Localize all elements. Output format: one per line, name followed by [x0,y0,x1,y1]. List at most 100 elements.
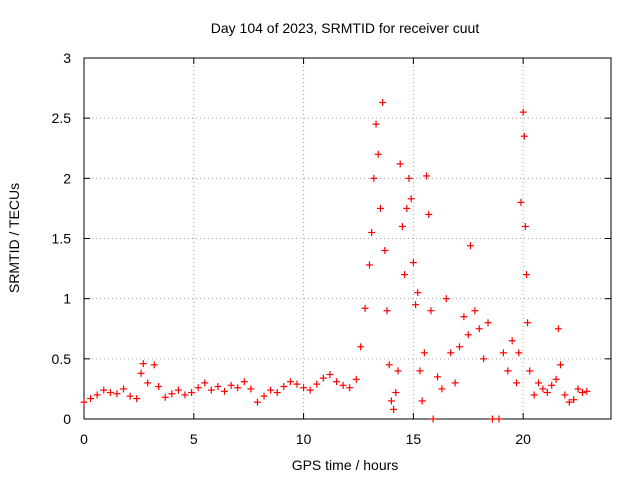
data-point [293,380,301,388]
data-point [227,381,235,389]
data-point [352,375,360,383]
y-tick-label: 0 [63,411,71,427]
data-point [150,361,158,369]
data-point [455,343,463,351]
data-point [240,378,248,386]
data-point [181,391,189,399]
data-point [80,398,88,406]
data-point [519,108,527,116]
data-point [484,319,492,327]
y-tick-label: 1.5 [52,231,72,247]
data-point [423,172,431,180]
data-point [554,325,562,333]
data-point [376,204,384,212]
data-point [201,379,209,387]
data-point [543,389,551,397]
data-point [412,301,420,309]
data-point [120,385,128,393]
y-tick-label: 1 [63,291,71,307]
data-point [438,385,446,393]
data-point [520,132,528,140]
data-point [260,392,268,400]
data-point [333,378,341,386]
data-point [273,389,281,397]
y-tick-label: 2 [63,170,71,186]
data-point [396,160,404,168]
data-point [221,387,229,395]
data-point [420,349,428,357]
data-point [495,415,503,423]
data-point [556,361,564,369]
data-point [504,367,512,375]
data-point [300,384,308,392]
data-points [80,99,591,423]
data-point [539,385,547,393]
data-point [464,331,472,339]
data-point [418,397,426,405]
y-tick-label: 3 [63,50,71,66]
data-point [407,195,415,203]
data-point [425,210,433,218]
data-point [447,349,455,357]
data-point [155,383,163,391]
data-point [319,374,327,382]
data-point [583,387,591,395]
data-point [574,385,582,393]
data-point [365,261,373,269]
data-point [286,378,294,386]
data-point [370,174,378,182]
data-point [234,384,242,392]
y-tick-label: 0.5 [52,351,72,367]
data-point [530,391,538,399]
data-point [161,393,169,401]
data-point [385,361,393,369]
data-point [100,386,108,394]
axis-tick-labels: 0 5 10 15 20 0 0.5 1 1.5 2 2.5 3 [52,50,532,447]
data-point [126,392,134,400]
data-point [548,381,556,389]
data-point [106,389,114,397]
data-point [247,385,255,393]
data-point [526,367,534,375]
data-point [521,222,529,230]
data-point [374,150,382,158]
data-point [326,370,334,378]
data-point [383,307,391,315]
x-tick-label: 5 [190,431,198,447]
x-tick-label: 10 [296,431,312,447]
y-tick-label: 2.5 [52,110,72,126]
data-point [403,204,411,212]
data-point [346,384,354,392]
data-point [267,386,275,394]
data-point [387,397,395,405]
data-point [405,174,413,182]
data-point [475,325,483,333]
data-point [508,337,516,345]
data-point [488,415,496,423]
data-point [390,405,398,413]
data-point [578,389,586,397]
data-point [414,289,422,297]
chart-title: Day 104 of 2023, SRMTID for receiver cuu… [211,20,480,36]
x-axis-label: GPS time / hours [292,457,399,473]
data-point [513,379,521,387]
data-point [561,391,569,399]
data-point [524,319,532,327]
x-tick-label: 0 [80,431,88,447]
data-point [416,367,424,375]
data-point [93,391,101,399]
data-point [499,349,507,357]
data-point [442,295,450,303]
data-point [460,313,468,321]
data-point [306,386,314,394]
data-point [466,242,474,250]
data-point [368,228,376,236]
data-point [139,360,147,368]
data-point [451,379,459,387]
data-point [434,373,442,381]
data-point [253,398,261,406]
data-point [409,259,417,267]
data-point [188,389,196,397]
data-point [87,395,95,403]
data-point [144,379,152,387]
